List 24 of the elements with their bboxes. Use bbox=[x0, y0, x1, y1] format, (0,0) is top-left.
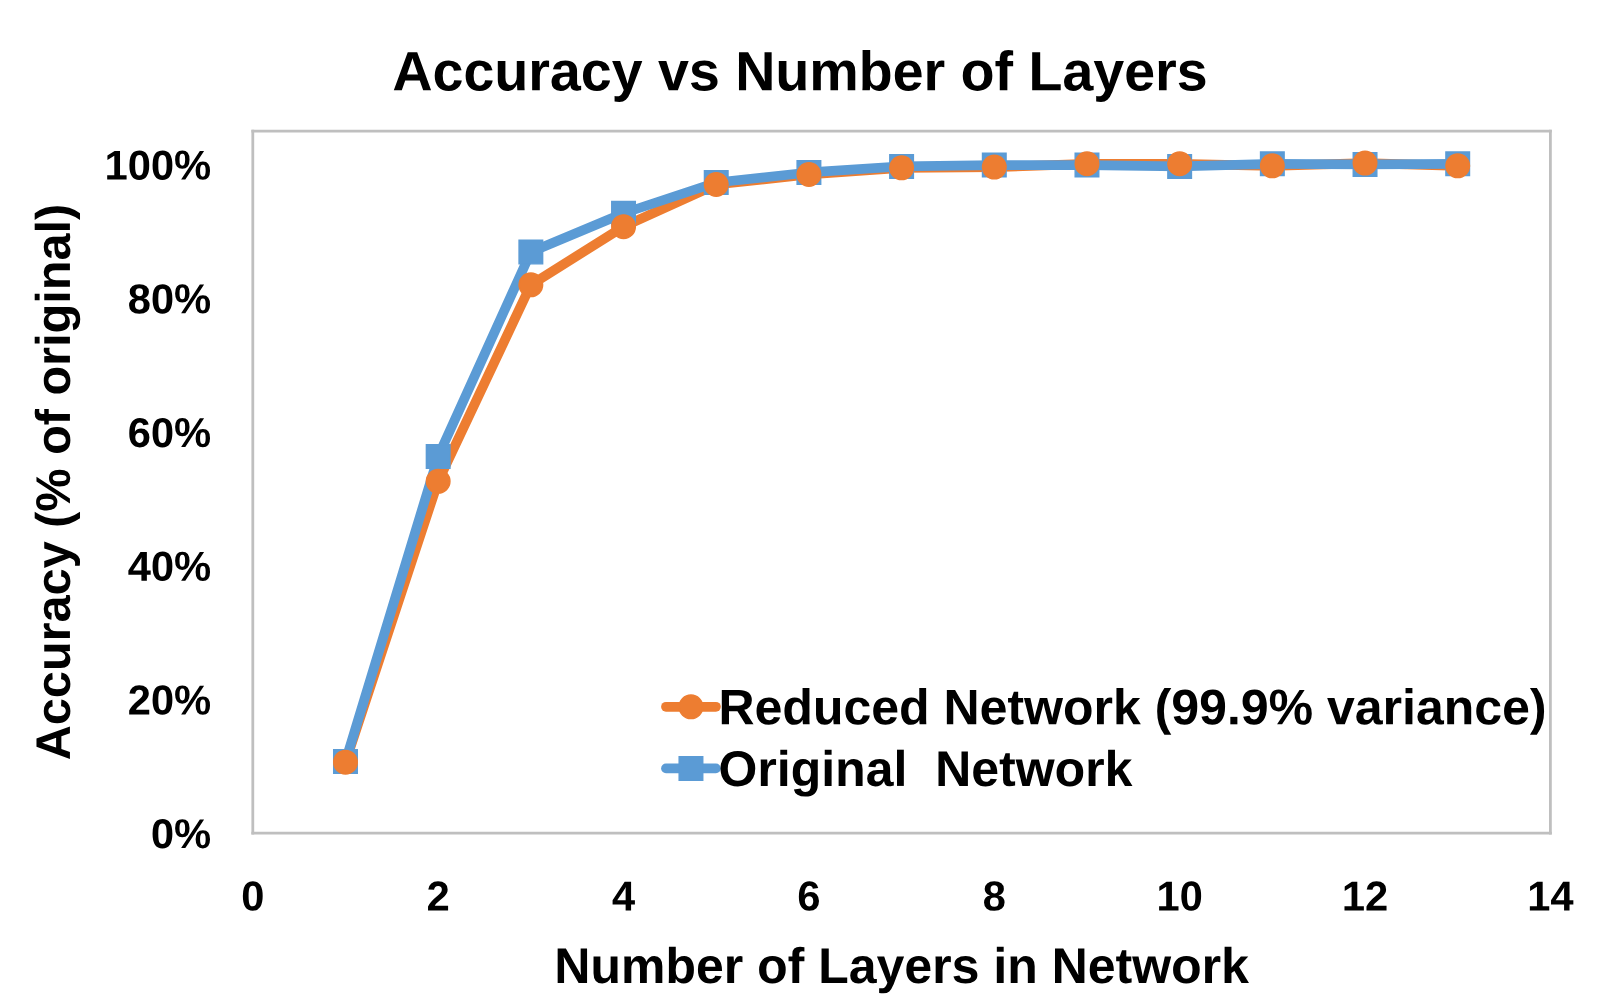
y-tick-label: 20% bbox=[129, 685, 211, 715]
point bbox=[425, 444, 451, 470]
y-tick-label: 80% bbox=[129, 284, 211, 314]
y-tick-label: 100% bbox=[107, 150, 211, 180]
point bbox=[518, 239, 544, 265]
point bbox=[425, 468, 451, 494]
chart-title: Accuracy vs Number of Layers bbox=[393, 50, 1206, 102]
point bbox=[518, 272, 544, 298]
legend-label: Reduced Network (99.9% variance) bbox=[721, 688, 1545, 735]
y-axis-title: Accuracy (% of original) bbox=[34, 206, 81, 760]
x-axis-title: Number of Layers in Network bbox=[557, 946, 1249, 994]
x-tick-label: 2 bbox=[428, 881, 449, 911]
point bbox=[611, 214, 637, 240]
x-tick-label: 6 bbox=[798, 881, 819, 911]
x-tick-label: 12 bbox=[1344, 881, 1387, 911]
legend-label: Original Network bbox=[720, 749, 1133, 797]
x-tick-label: 10 bbox=[1159, 881, 1202, 911]
x-tick-label: 14 bbox=[1529, 881, 1574, 911]
y-tick-label: 40% bbox=[128, 551, 211, 582]
y-tick-label: 0% bbox=[152, 819, 211, 849]
x-tick-label: 4 bbox=[612, 881, 635, 911]
x-tick-label: 8 bbox=[984, 881, 1005, 911]
x-tick-label: 0 bbox=[242, 881, 263, 911]
y-tick-label: 60% bbox=[129, 417, 211, 448]
